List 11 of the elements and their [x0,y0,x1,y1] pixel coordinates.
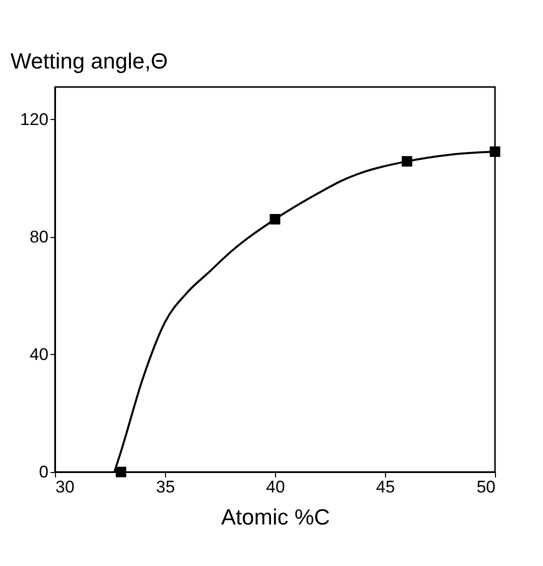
y-tick-label: 40 [30,344,48,364]
y-tick-label: 120 [20,110,48,129]
y-tick-label: 0 [39,462,48,482]
y-axis-title: Wetting angle,Θ [10,48,168,74]
y-tick-label: 80 [30,227,48,246]
x-tick-label: 30 [56,478,74,496]
x-axis-title: Atomic %C [221,504,330,530]
x-tick-label: 35 [156,478,175,496]
x-tick-label: 40 [266,478,285,496]
x-tick-label: 50 [476,478,496,496]
x-tick-label: 45 [376,478,395,496]
